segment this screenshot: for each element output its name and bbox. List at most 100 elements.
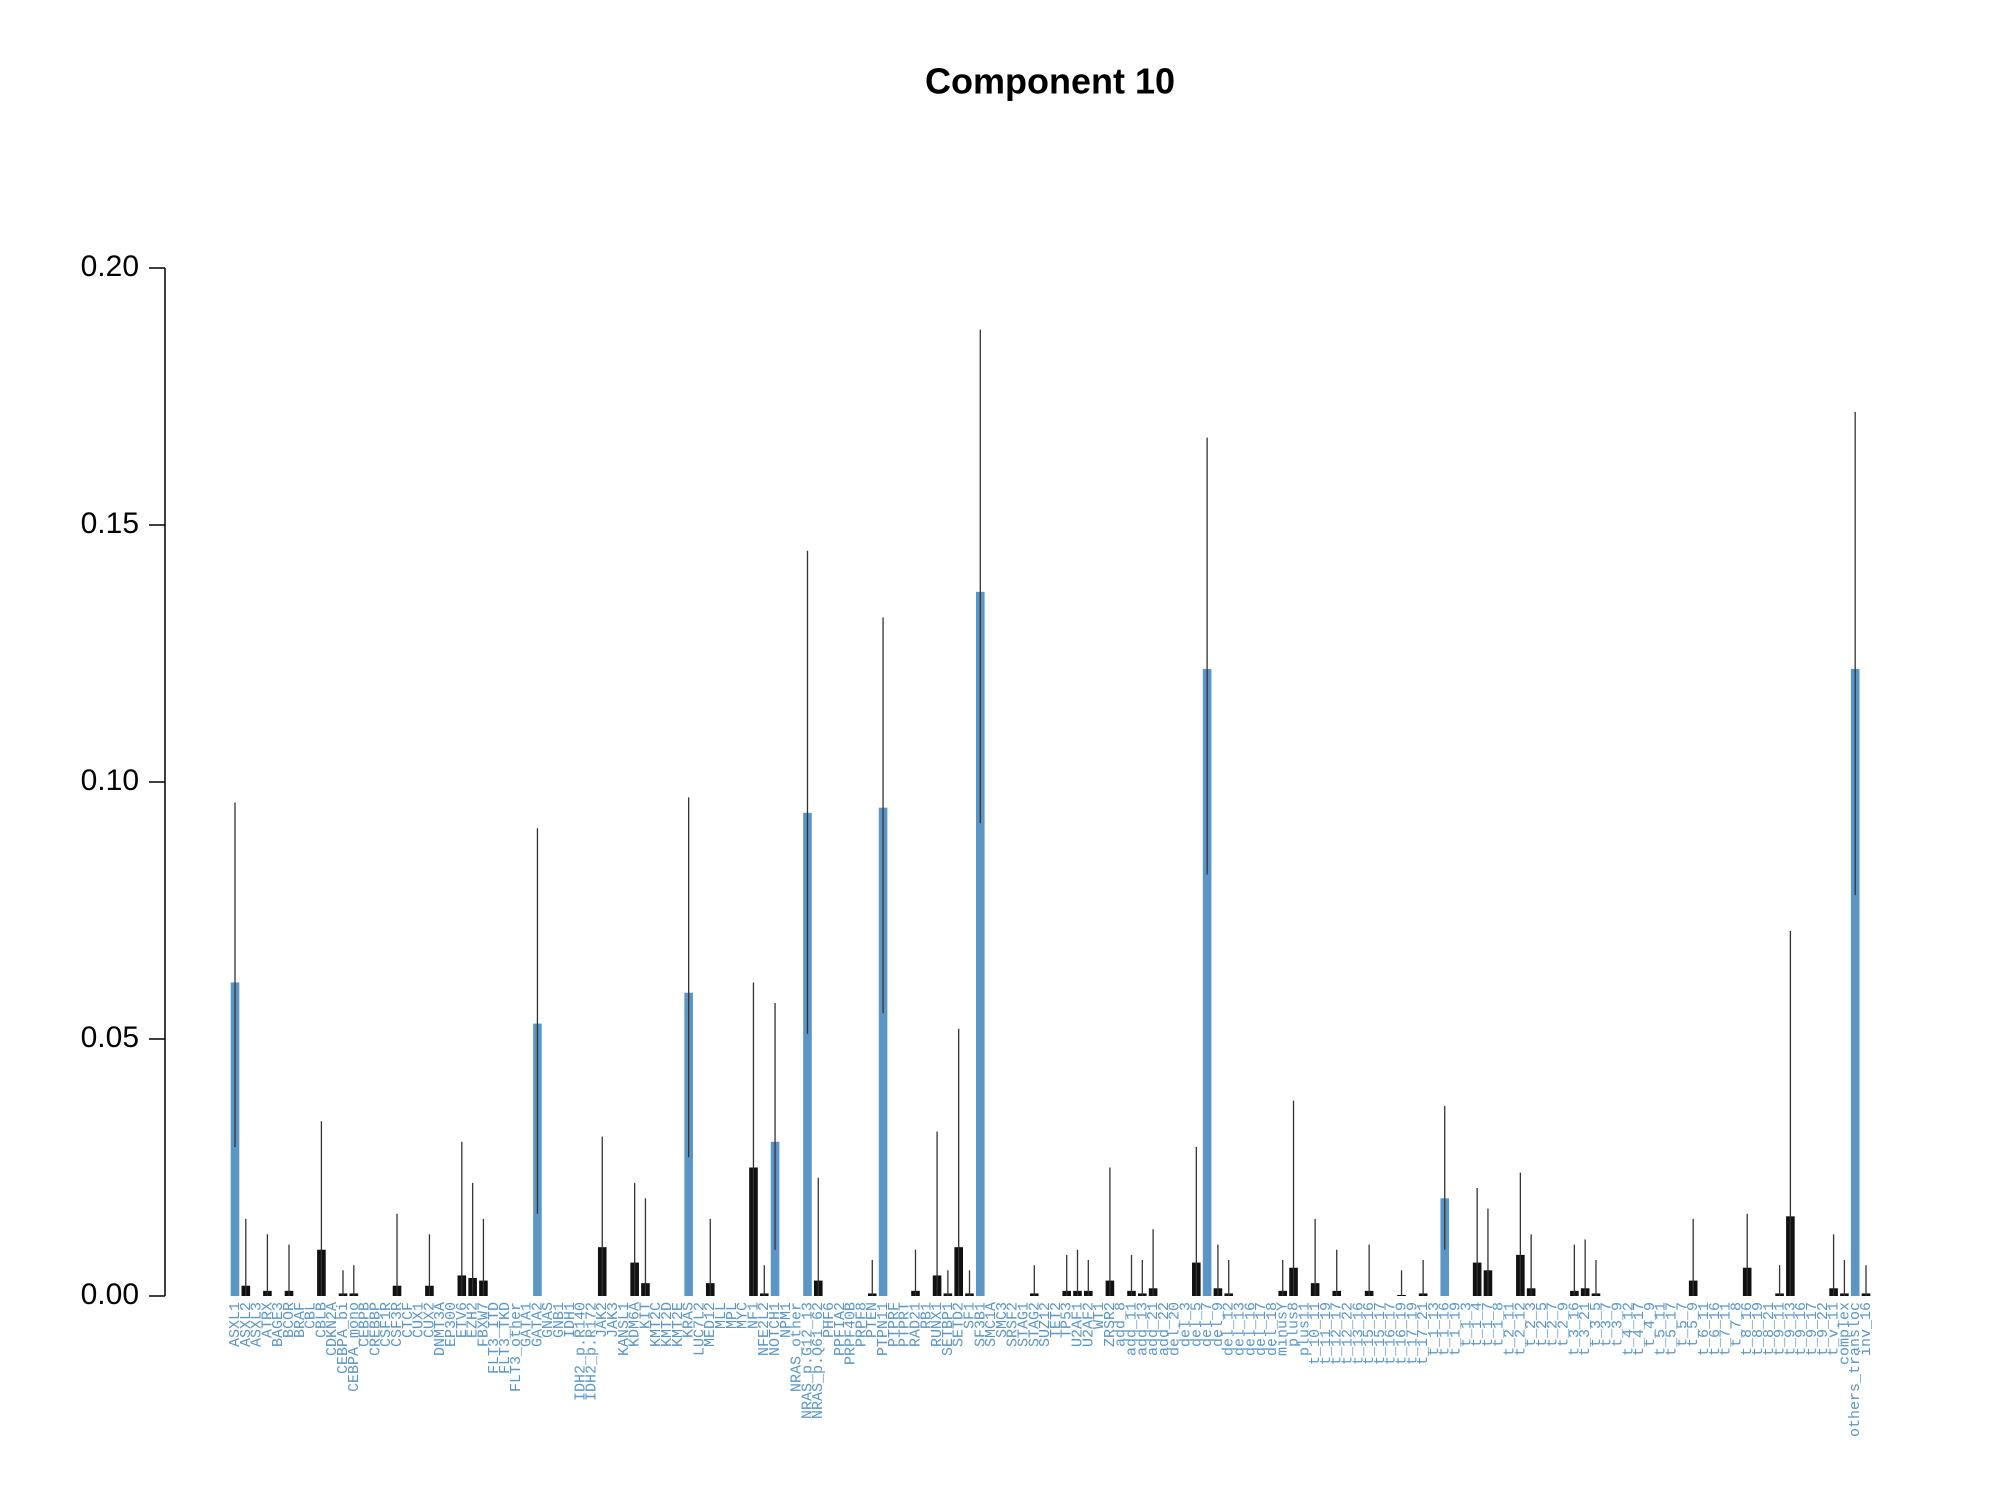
x-tick-label: t_7_11 <box>1718 1302 1735 1356</box>
x-tick-label: GATA2 <box>529 1302 546 1347</box>
x-tick-label: t_17_21 <box>1415 1302 1432 1365</box>
x-tick-label: complex <box>1836 1302 1853 1365</box>
x-tick-label: del_13 <box>1231 1302 1248 1356</box>
x-tick-label: t_3_21 <box>1577 1302 1594 1356</box>
x-tick-label: CEBPB <box>357 1302 374 1347</box>
x-tick-label: ETV6 <box>454 1302 471 1338</box>
x-tick-label: t_11_19 <box>1318 1302 1335 1365</box>
x-tick-label: t_6_16 <box>1707 1302 1724 1356</box>
x-tick-label: t_9_17 <box>1804 1302 1821 1356</box>
x-tick-label: t_9_16 <box>1793 1302 1810 1356</box>
x-tick-label: PTEN <box>864 1302 881 1338</box>
x-tick-label: t_5_7 <box>1674 1302 1691 1347</box>
x-tick-label: t_8_21 <box>1761 1302 1778 1356</box>
x-tick-label: JAK3 <box>605 1302 622 1338</box>
y-tick-label: 0.10 <box>81 764 139 797</box>
x-tick-label: minusY <box>1275 1302 1292 1356</box>
x-tick-label: del_18 <box>1264 1302 1281 1356</box>
x-tick-label: TP53 <box>1059 1302 1076 1338</box>
x-tick-label: BAGE3 <box>270 1302 287 1347</box>
x-tick-label: t_8_19 <box>1750 1302 1767 1356</box>
bar <box>878 807 888 1296</box>
x-tick-label: GNB1 <box>551 1302 568 1338</box>
x-tick-label: CBL <box>303 1302 320 1329</box>
x-tick-label: CUX1 <box>411 1302 428 1338</box>
x-tick-label: plus8 <box>1285 1302 1302 1347</box>
x-tick-label: del_5 <box>1188 1302 1205 1347</box>
bar <box>803 812 812 1296</box>
x-tick-label: t_1_19 <box>1448 1302 1465 1356</box>
x-tick-label: t_5_9 <box>1685 1302 1702 1347</box>
x-tick-label: KMT2C <box>648 1302 665 1347</box>
x-tick-label: KIT <box>637 1302 654 1329</box>
x-tick-label: FBXW7 <box>475 1302 492 1347</box>
x-tick-label: NOTCH1 <box>767 1302 784 1356</box>
x-tick-label: KMT2E <box>670 1302 687 1347</box>
x-tick-label: SETD2 <box>951 1302 968 1347</box>
x-tick-label: t_2_9 <box>1556 1302 1573 1347</box>
x-tick-label: ASXL1 <box>227 1302 244 1347</box>
x-tick-label: NF1 <box>745 1302 762 1329</box>
x-tick-label: CSF1R <box>378 1302 395 1347</box>
x-tick-label: SETBP1 <box>940 1302 957 1356</box>
x-tick-label: GATA1 <box>519 1302 536 1347</box>
x-tick-label: del_3 <box>1177 1302 1194 1347</box>
x-tick-label: PPFIA2 <box>832 1302 849 1356</box>
x-tick-label: plus11 <box>1296 1302 1313 1356</box>
x-tick-label: del_12 <box>1221 1302 1238 1356</box>
x-tick-label: SUZ12 <box>1037 1302 1054 1347</box>
x-tick-label: RUNX1 <box>929 1302 946 1347</box>
y-tick-label: 0.15 <box>81 507 139 540</box>
x-tick-label: t_1_7 <box>1480 1302 1497 1347</box>
x-tick-label: BRAF <box>292 1302 309 1338</box>
x-tick-label: FLT3_ITD <box>486 1302 503 1374</box>
x-tick-label: t_2_3 <box>1523 1302 1540 1347</box>
x-tick-label: SMC3 <box>994 1302 1011 1338</box>
x-tick-label: FLT3_other <box>508 1302 525 1392</box>
x-tick-label: CEBPA_mono <box>346 1302 363 1392</box>
x-tick-label: EZH2 <box>465 1302 482 1338</box>
x-tick-label: del_17 <box>1253 1302 1270 1356</box>
x-tick-label: NFE2L2 <box>756 1302 773 1356</box>
x-tick-label: t_1_3 <box>1458 1302 1475 1347</box>
chart-title: Component 10 <box>925 61 1175 102</box>
x-tick-label: t_2_11 <box>1502 1302 1519 1356</box>
x-tick-label: t_4_17 <box>1631 1302 1648 1356</box>
x-tick-label: t_16_17 <box>1383 1302 1400 1365</box>
x-tick-label: GNAS <box>540 1302 557 1338</box>
x-tick-label: t_9_13 <box>1782 1302 1799 1356</box>
x-tick-label: NRAS_p.G12_13 <box>799 1302 816 1419</box>
x-tick-label: t_7_8 <box>1728 1302 1745 1347</box>
x-tick-label: IDH2_p.R140 <box>573 1302 590 1401</box>
x-tick-label: t_9_11 <box>1772 1302 1789 1356</box>
bar <box>1850 668 1860 1296</box>
x-tick-label: del_20 <box>1167 1302 1184 1356</box>
x-tick-label: JAK2 <box>594 1302 611 1338</box>
x-tick-label: t_3_16 <box>1566 1302 1583 1356</box>
y-tick-label: 0.05 <box>81 1021 139 1054</box>
x-tick-label: NRAS_other <box>789 1302 806 1392</box>
x-tick-label: KDM6A <box>627 1302 644 1347</box>
x-tick-label: t_12_17 <box>1329 1302 1346 1365</box>
x-tick-label: t_v_11 <box>1826 1302 1843 1356</box>
x-tick-label: PTPN11 <box>875 1302 892 1356</box>
x-tick-label: IDH2_p.R172 <box>583 1302 600 1401</box>
x-tick-label: t_5_11 <box>1653 1302 1670 1356</box>
x-tick-label: CEBPA_bi <box>335 1302 352 1374</box>
x-tick-label: t_17_19 <box>1404 1302 1421 1365</box>
x-tick-label: FLT3_TKD <box>497 1302 514 1374</box>
x-tick-label: t_10_11 <box>1307 1302 1324 1365</box>
x-tick-label: TET2 <box>1048 1302 1065 1338</box>
x-tick-label: del_7 <box>1199 1302 1216 1347</box>
x-tick-label: t_16_19 <box>1394 1302 1411 1365</box>
x-tick-label: MPL <box>724 1302 741 1329</box>
x-tick-label: SF1 <box>961 1302 978 1329</box>
x-tick-label: t_15_17 <box>1372 1302 1389 1365</box>
x-tick-label: t_3_7 <box>1599 1302 1616 1347</box>
x-tick-label: t_5_17 <box>1664 1302 1681 1356</box>
x-tick-label: PRPF40B <box>843 1302 860 1365</box>
x-tick-label: t_2_7 <box>1545 1302 1562 1347</box>
x-tick-label: t_1_16 <box>1437 1302 1454 1356</box>
x-tick-label: CDKN2A <box>324 1302 341 1356</box>
